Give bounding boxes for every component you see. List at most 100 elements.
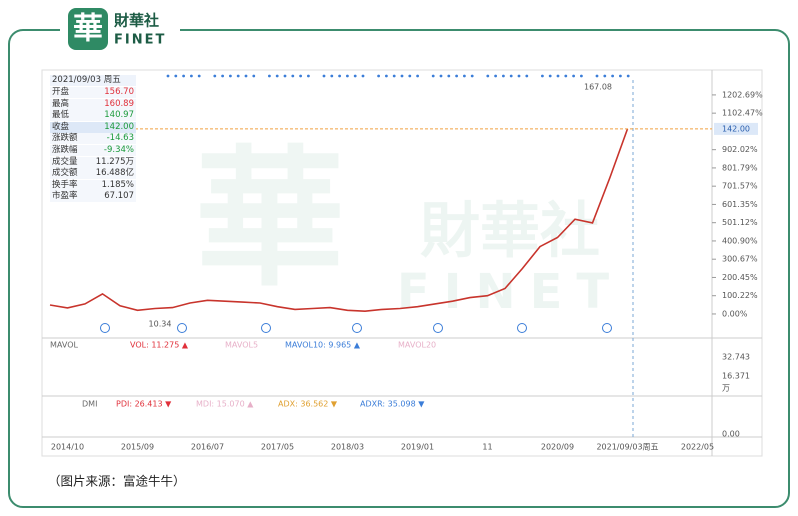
y-tick-label: 902.02% xyxy=(722,145,758,154)
quote-value: -9.34% xyxy=(103,145,134,155)
event-dot xyxy=(291,74,295,78)
x-tick-label: 2020/09 xyxy=(541,443,574,452)
event-dot xyxy=(611,74,614,78)
event-dot xyxy=(517,74,521,78)
event-dot xyxy=(385,74,388,78)
event-dot xyxy=(361,74,365,78)
quote-key: 涨跌额 xyxy=(52,133,78,144)
y-tick-label: 400.90% xyxy=(722,236,758,245)
quote-key: 市盈率 xyxy=(52,191,78,202)
event-dot xyxy=(580,74,583,78)
logo-mark: 華 xyxy=(73,12,103,47)
quote-value: 67.107 xyxy=(104,191,134,202)
vol-axis: 32.743 xyxy=(722,353,750,362)
event-dot xyxy=(307,74,310,78)
event-dot xyxy=(283,74,287,78)
x-tick-label: 11 xyxy=(482,443,492,452)
y-tick-label: 801.79% xyxy=(722,163,758,172)
event-icon xyxy=(433,323,443,333)
watermark-mark: 華 xyxy=(195,133,345,307)
event-dot xyxy=(213,74,217,78)
quote-value: 140.97 xyxy=(104,110,134,121)
y-tick-label: 0.00% xyxy=(722,309,748,318)
quote-row: 涨跌幅 -9.34% xyxy=(50,145,136,156)
event-dot xyxy=(166,74,170,78)
y-tick-label: 200.45% xyxy=(722,273,758,282)
event-dot xyxy=(400,74,404,78)
event-dot xyxy=(541,74,544,78)
event-dot xyxy=(431,74,435,78)
quote-row: 成交额 16.488亿 xyxy=(50,168,136,180)
quote-value: -14.63 xyxy=(106,133,134,144)
quote-value: 16.488亿 xyxy=(95,168,134,179)
x-tick-label: 2017/05 xyxy=(261,443,294,452)
event-dot xyxy=(416,74,419,78)
dmi-label: ADXR: 35.098 ▼ xyxy=(360,400,425,409)
event-dot xyxy=(486,74,490,78)
x-tick-label: 2016/07 xyxy=(191,443,224,452)
x-tick-label: 2022/05 xyxy=(681,443,714,452)
vol-axis: 万 xyxy=(722,384,730,393)
last-price-label: 142.00 xyxy=(722,124,750,133)
event-dot xyxy=(595,74,599,78)
caption: （图片来源：富途牛牛） xyxy=(48,474,186,489)
logo-badge xyxy=(68,8,108,50)
dmi-label: PDI: 26.413 ▼ xyxy=(116,400,172,409)
event-dot xyxy=(509,74,513,78)
logo-en: FINET xyxy=(114,33,166,48)
event-dot xyxy=(190,74,193,78)
x-tick-label: 2021/09/03周五 xyxy=(596,443,658,452)
quote-value: 142.00 xyxy=(104,121,134,132)
quote-row: 成交量 11.275万 xyxy=(50,156,136,168)
event-dot xyxy=(494,74,497,78)
y-tick-label: 501.12% xyxy=(722,218,758,227)
event-icon xyxy=(352,323,362,333)
event-dot xyxy=(252,74,256,78)
vol-label: MAVOL10: 9.965 ▲ xyxy=(285,341,361,350)
y-tick-label: 1202.69% xyxy=(722,90,763,99)
event-icon xyxy=(100,323,110,333)
dmi-axis: 0.00 xyxy=(722,430,740,439)
min-label: 10.34 xyxy=(149,320,172,329)
dmi-label: ADX: 36.562 ▼ xyxy=(278,400,338,409)
quote-date: 2021/09/03 周五 xyxy=(50,75,136,86)
y-tick-label: 1102.47% xyxy=(722,109,763,118)
quote-row: 市盈率 67.107 xyxy=(50,191,136,203)
frame xyxy=(8,29,790,508)
quote-key: 最低 xyxy=(52,110,70,121)
event-icon xyxy=(177,323,187,333)
screenshot-box xyxy=(41,69,763,457)
event-dot xyxy=(236,74,240,78)
last-price-tag xyxy=(714,122,758,135)
event-dot xyxy=(626,74,630,78)
x-tick-label: 2018/03 xyxy=(331,443,364,452)
vol-label: MAVOL20 xyxy=(398,341,436,350)
x-tick-label: 2015/09 xyxy=(121,443,154,452)
vol-name: MAVOL xyxy=(50,341,78,350)
quote-key: 开盘 xyxy=(52,87,70,97)
event-dot xyxy=(463,74,466,78)
dmi-name: DMI xyxy=(82,400,97,409)
quote-key: 换手率 xyxy=(52,179,78,190)
y-tick-label: 601.35% xyxy=(722,200,758,209)
event-dot xyxy=(330,74,334,78)
event-dot xyxy=(268,74,271,78)
quote-key: 成交量 xyxy=(52,156,78,167)
dmi-label: MDI: 15.070 ▲ xyxy=(196,400,254,409)
event-dot xyxy=(619,74,622,78)
vol-label: MAVOL5 xyxy=(225,341,258,350)
event-dot xyxy=(408,74,412,78)
y-tick-label: 701.57% xyxy=(722,182,758,191)
event-dot xyxy=(572,74,575,78)
quote-row: 换手率 1.185% xyxy=(50,179,136,191)
max-label: 167.08 xyxy=(584,83,612,92)
event-icon xyxy=(602,323,612,333)
watermark-en: FINET xyxy=(397,264,623,320)
event-dot xyxy=(502,74,505,78)
event-dot xyxy=(439,74,443,78)
quote-row: 涨跌额 -14.63 xyxy=(50,133,136,145)
event-dot xyxy=(377,74,380,78)
event-dot xyxy=(275,74,279,78)
event-dot xyxy=(346,74,349,78)
quote-key: 收盘 xyxy=(52,121,70,132)
